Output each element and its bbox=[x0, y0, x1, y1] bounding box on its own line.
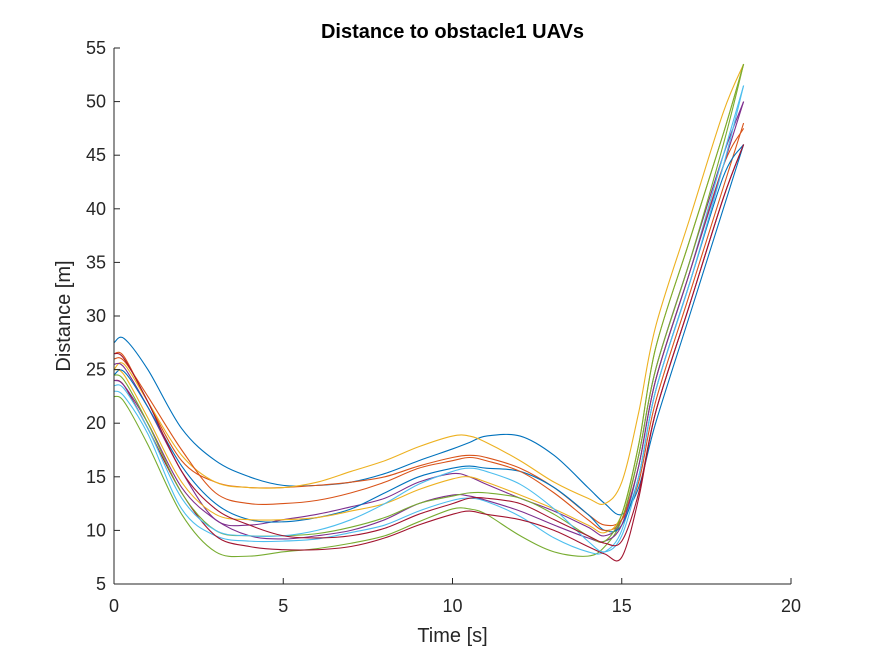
series-layer bbox=[113, 63, 745, 562]
y-tick-label: 10 bbox=[86, 520, 106, 540]
x-tick-label: 5 bbox=[278, 596, 288, 616]
y-tick-label: 25 bbox=[86, 360, 106, 380]
y-tick-label: 30 bbox=[86, 306, 106, 326]
series-line-3 bbox=[113, 63, 745, 505]
x-tick-label: 0 bbox=[109, 596, 119, 616]
y-tick-label: 5 bbox=[96, 574, 106, 594]
y-axis-label: Distance [m] bbox=[53, 260, 75, 371]
series-line-13 bbox=[113, 85, 745, 553]
chart-title: Distance to obstacle1 UAVs bbox=[321, 21, 584, 43]
y-tick-label: 35 bbox=[86, 252, 106, 272]
y-tick-label: 40 bbox=[86, 199, 106, 219]
x-tick-label: 10 bbox=[442, 596, 462, 616]
series-line-1 bbox=[113, 144, 745, 516]
y-tick-label: 45 bbox=[86, 145, 106, 165]
y-tick-label: 20 bbox=[86, 413, 106, 433]
y-tick-label: 50 bbox=[86, 92, 106, 112]
x-tick-label: 20 bbox=[781, 596, 801, 616]
series-line-11 bbox=[113, 101, 745, 543]
series-line-14 bbox=[113, 144, 745, 547]
y-tick-label: 15 bbox=[86, 467, 106, 487]
series-line-5 bbox=[113, 63, 745, 558]
x-axis-label: Time [s] bbox=[417, 625, 487, 647]
y-tick-label: 55 bbox=[86, 38, 106, 58]
x-tick-label: 15 bbox=[612, 596, 632, 616]
